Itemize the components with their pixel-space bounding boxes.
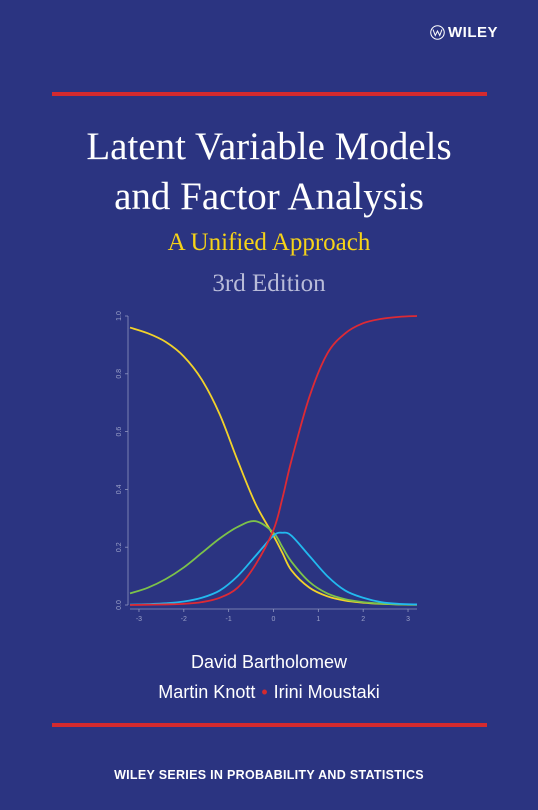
title-line-1: Latent Variable Models xyxy=(86,125,452,168)
author-line-2: Martin Knott • Irini Moustaki xyxy=(0,682,538,703)
title-line-2: and Factor Analysis xyxy=(114,175,424,218)
x-tick-label: 1 xyxy=(316,616,320,623)
book-title: Latent Variable Models and Factor Analys… xyxy=(0,122,538,222)
cover-chart: 0.0 0.2 0.4 0.6 0.8 1.0 -3 -2 -1 0 1 2 3 xyxy=(116,311,418,623)
chart-axes: 0.0 0.2 0.4 0.6 0.8 1.0 -3 -2 -1 0 1 2 3 xyxy=(116,311,417,623)
wiley-logo-icon xyxy=(430,25,445,40)
edition-label: 3rd Edition xyxy=(212,270,326,297)
publisher-name: WILEY xyxy=(448,24,498,41)
series-line-1 xyxy=(129,520,418,606)
series-line-0 xyxy=(129,326,418,606)
publisher-logo: WILEY xyxy=(430,24,498,41)
series-line-2 xyxy=(129,531,418,606)
x-tick-label: -3 xyxy=(136,616,142,623)
x-tick-label: 2 xyxy=(361,616,365,623)
x-tick-label: 3 xyxy=(406,616,410,623)
author-separator: • xyxy=(261,682,268,702)
x-tick-label: -2 xyxy=(181,616,187,623)
author-line-1: David Bartholomew xyxy=(0,652,538,673)
top-red-rule xyxy=(52,92,487,96)
x-tick-label: 0 xyxy=(272,616,276,623)
y-tick-label: 1.0 xyxy=(116,311,123,321)
chart-curves xyxy=(129,315,418,606)
y-tick-label: 0.8 xyxy=(116,369,123,379)
author-bartholomew: David Bartholomew xyxy=(190,652,348,672)
y-tick-label: 0.4 xyxy=(116,484,123,494)
y-tick-label: 0.6 xyxy=(116,427,123,437)
book-subtitle: A Unified Approach xyxy=(167,229,371,256)
y-tick-label: 0.2 xyxy=(116,542,123,552)
author-moustaki: Irini Moustaki xyxy=(273,682,380,702)
author-knott: Martin Knott xyxy=(158,682,256,702)
x-tick-label: -1 xyxy=(226,616,232,623)
bottom-red-rule xyxy=(52,723,487,727)
series-line-3 xyxy=(129,315,418,606)
series-name: WILEY SERIES IN PROBABILITY AND STATISTI… xyxy=(114,768,424,782)
y-tick-label: 0.0 xyxy=(116,600,123,610)
